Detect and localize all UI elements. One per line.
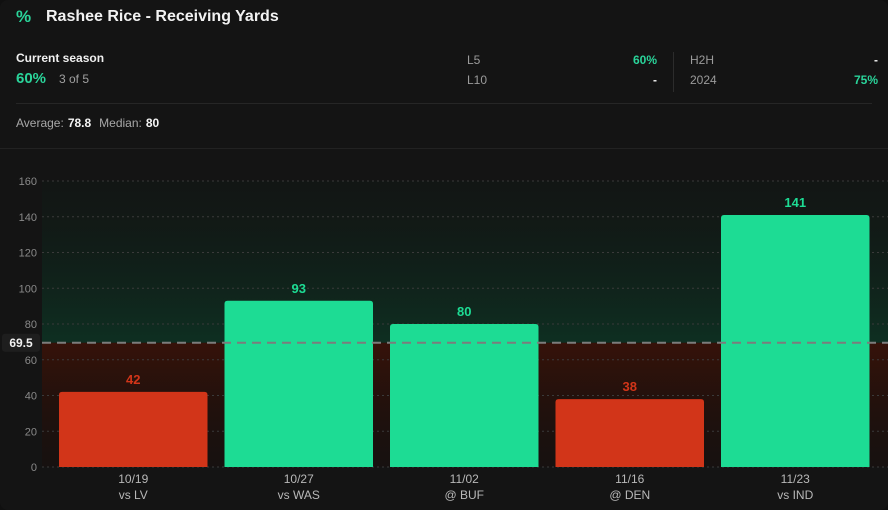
bar[interactable] (555, 399, 705, 467)
bar[interactable] (59, 391, 208, 467)
y-tick-label: 80 (25, 319, 37, 331)
summary-row: Average: 78.8 Median: 80 (16, 116, 167, 130)
l10-value: - (653, 73, 657, 87)
season-label: Current season (16, 51, 105, 65)
season-hit-rate: 60% (16, 70, 47, 87)
l5-label: L5 (467, 53, 481, 67)
bar[interactable] (224, 300, 374, 467)
x-date-label: 11/23 (781, 472, 810, 486)
y-tick-label: 40 (25, 391, 37, 403)
l5-value: 60% (632, 53, 657, 67)
y-tick-label: 0 (31, 462, 37, 474)
year-2024-value: 75% (853, 73, 878, 87)
x-date-label: 11/02 (450, 472, 479, 486)
y-tick-label: 60 (25, 355, 37, 367)
x-opponent-label: vs IND (777, 488, 813, 502)
y-tick-label: 20 (25, 426, 37, 438)
season-count: 3 of 5 (59, 72, 90, 86)
y-tick-label: 100 (19, 283, 37, 295)
average-label: Average: (16, 116, 64, 130)
x-opponent-label: vs LV (119, 488, 148, 502)
h2h-value: - (874, 53, 878, 67)
l10-label: L10 (467, 73, 488, 87)
bar[interactable] (721, 214, 870, 467)
bar-value-label: 93 (292, 281, 306, 296)
x-opponent-label: @ DEN (609, 488, 650, 502)
x-opponent-label: vs WAS (278, 488, 320, 502)
chart-divider (0, 148, 888, 149)
h2h-label: H2H (690, 53, 715, 67)
stats-divider (673, 52, 674, 92)
y-tick-label: 160 (19, 176, 37, 188)
bar-value-label: 141 (784, 195, 806, 210)
x-date-label: 10/19 (118, 472, 148, 486)
bar[interactable] (390, 324, 539, 467)
header-divider (16, 103, 872, 104)
threshold-label: 69.5 (9, 336, 33, 350)
average-value: 78.8 (67, 116, 92, 130)
bar-value-label: 42 (126, 372, 140, 387)
y-tick-label: 120 (19, 248, 37, 260)
title-row: % Rashee Rice - Receiving Yards (16, 6, 279, 28)
threshold-badge: 69.5 (2, 333, 40, 352)
chart-title: Rashee Rice - Receiving Yards (46, 8, 279, 25)
bar-value-label: 80 (457, 304, 471, 319)
x-date-label: 11/16 (615, 472, 644, 486)
x-date-label: 10/27 (284, 472, 314, 486)
year-2024-label: 2024 (690, 73, 717, 87)
median-value: 80 (145, 116, 160, 130)
x-opponent-label: @ BUF (444, 488, 484, 502)
bar-value-label: 38 (623, 379, 637, 394)
median-label: Median: (99, 116, 142, 130)
percent-icon: % (16, 7, 32, 26)
bar-chart: 0 20 40 60 80 100 120 140 160 42 93 80 38 141 10/19 v… (2, 176, 888, 502)
y-tick-label: 140 (19, 212, 37, 224)
